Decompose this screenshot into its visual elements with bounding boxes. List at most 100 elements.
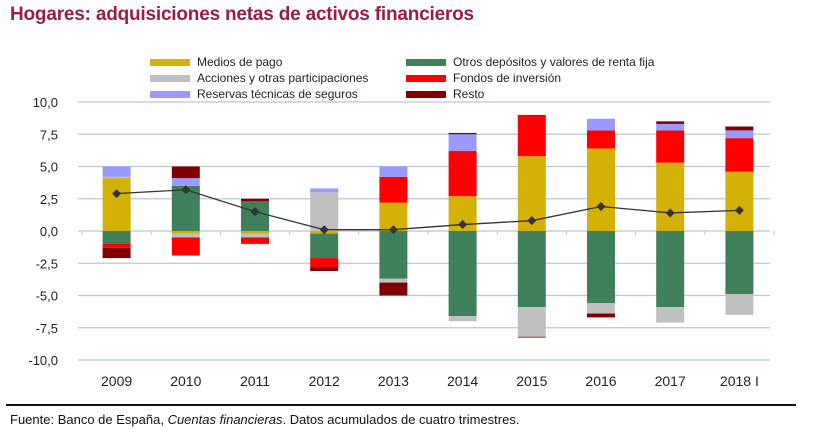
bar-segment (656, 130, 685, 163)
y-axis: 10,0 7,5 5,0 2,5 0,0 -2,5 -5,0 -7,5 -10,0 (28, 95, 58, 368)
legend-label: Otros depósitos y valores de renta fija (453, 55, 655, 69)
chart-title: Hogares: adquisiciones netas de activos … (10, 4, 474, 25)
legend-label: Medios de pago (197, 55, 283, 69)
bar-segment (379, 176, 408, 203)
source-prefix: Fuente: Banco de España, (10, 412, 168, 427)
bars (102, 114, 754, 338)
x-tick-label: 2013 (378, 373, 409, 389)
x-tick-label: 2010 (170, 373, 201, 389)
total-line-point (596, 201, 606, 211)
total-line-point (181, 185, 191, 195)
legend-swatch (406, 75, 446, 82)
bar-segment (241, 201, 269, 231)
y-tick-label: -2,5 (36, 256, 58, 271)
bar-segment (587, 313, 615, 318)
x-tick-label: 2014 (447, 373, 478, 389)
bar-segment (517, 231, 546, 308)
legend-swatch (150, 91, 190, 98)
legend-label: Acciones y otras participaciones (197, 71, 369, 85)
x-tick-label: 2011 (240, 373, 270, 389)
total-line-point (527, 216, 537, 226)
legend-label: Fondos de inversión (453, 71, 562, 85)
bar-segment (656, 231, 685, 308)
y-tick-label: 5,0 (40, 160, 58, 175)
bar-segment (725, 231, 754, 295)
bar-segment (171, 233, 200, 238)
bar-segment (241, 237, 269, 244)
legend-swatch (150, 59, 190, 66)
legend-label: Reservas técnicas de seguros (197, 87, 358, 101)
bar-segment (656, 162, 685, 231)
x-tick-label: 2009 (101, 373, 132, 389)
bar-segment (379, 282, 408, 296)
source-italic: Cuentas financieras (167, 412, 283, 427)
bar-segment (102, 243, 131, 248)
bar-segment (587, 231, 615, 304)
x-tick-label: 2017 (655, 373, 686, 389)
bar-segment (102, 231, 131, 244)
footer-divider (6, 404, 796, 406)
source-note: Fuente: Banco de España, Cuentas financi… (10, 412, 519, 427)
bar-segment (725, 171, 754, 231)
x-tick-label: 2018 I (720, 373, 759, 389)
y-tick-label: 2,5 (40, 192, 58, 207)
legend-label: Resto (453, 87, 485, 101)
bar-segment (448, 231, 477, 317)
x-axis: 2009 2010 2011 2012 2013 2014 2015 2016 2017 2018… (81, 231, 775, 389)
bar-segment (587, 130, 615, 149)
bar-segment (725, 294, 754, 315)
bar-segment (517, 114, 546, 157)
y-tick-label: -7,5 (36, 321, 58, 336)
total-line-point (665, 208, 675, 218)
bar-segment (310, 233, 339, 259)
total-line-point (112, 189, 122, 199)
x-tick-label: 2012 (309, 373, 340, 389)
bar-segment (379, 278, 408, 283)
y-tick-label: 0,0 (40, 224, 58, 239)
bar-segment (725, 130, 754, 139)
bar-segment (102, 166, 131, 177)
legend-swatch (150, 75, 190, 82)
total-line-point (388, 225, 398, 235)
y-tick-label: 10,0 (33, 95, 58, 110)
legend-swatch (406, 91, 446, 98)
source-suffix: . Datos acumulados de cuatro trimestres. (282, 412, 520, 427)
total-line-point (458, 220, 468, 230)
bar-segment (725, 126, 754, 131)
y-tick-label: 7,5 (40, 127, 58, 142)
bar-segment (310, 267, 339, 271)
bar-segment (448, 151, 477, 197)
bar-segment (241, 198, 269, 202)
bar-segment (587, 148, 615, 231)
bar-segment (241, 233, 269, 238)
y-tick-label: -5,0 (36, 289, 58, 304)
bar-segment (102, 178, 131, 231)
bar-segment (587, 118, 615, 131)
bar-segment (517, 307, 546, 337)
total-line-point (319, 225, 329, 235)
bar-segment (310, 188, 339, 193)
bar-segment (448, 316, 477, 322)
bar-segment (171, 237, 200, 256)
bar-segment (725, 138, 754, 172)
gridlines (78, 101, 770, 361)
chart-plot: 10,07,55,02,50,0-2,5-5,0-7,5-10,0 2009 20… (28, 95, 775, 389)
legend-swatch (406, 59, 446, 66)
x-tick-label: 2015 (516, 373, 547, 389)
total-line-point (734, 205, 744, 215)
bar-segment (102, 176, 131, 179)
bar-segment (310, 192, 339, 231)
total-line-point (250, 207, 260, 217)
bar-segment (656, 123, 685, 131)
bar-segment (171, 166, 200, 179)
total-line-path (116, 189, 740, 231)
bar-segment (102, 247, 131, 259)
bar-segment (517, 336, 546, 338)
total-line (112, 185, 744, 235)
y-tick-label: -10,0 (28, 353, 58, 368)
bar-segment (171, 231, 200, 234)
bar-segment (379, 231, 408, 279)
bar-segment (587, 303, 615, 314)
bar-segment (379, 166, 408, 177)
x-tick-label: 2016 (585, 373, 616, 389)
